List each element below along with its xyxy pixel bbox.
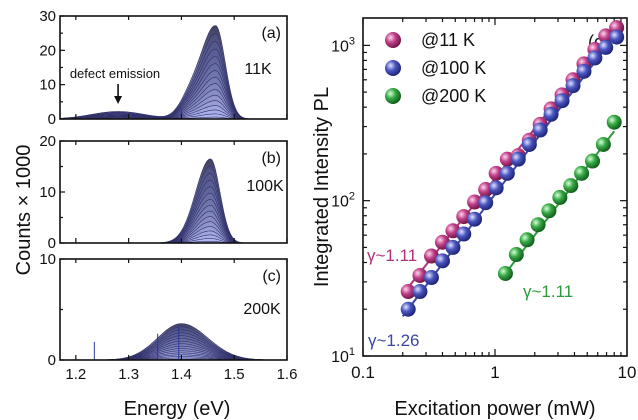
legend-label: @100 K [421, 58, 486, 78]
panel-a-spectra: 0 10 20 30 (a) 11K defect emission [39, 8, 288, 128]
series-2 [497, 114, 622, 281]
y-tick-label: 30 [39, 8, 56, 25]
y-tick-label: 0 [48, 111, 56, 128]
y-tick-base: 10 [331, 38, 349, 55]
data-point [423, 270, 439, 286]
data-point [519, 232, 535, 248]
y-tick-label: 101 [331, 346, 355, 366]
data-point [510, 151, 526, 167]
x-tick-label: 10 [618, 363, 637, 382]
data-point [598, 28, 614, 44]
y-tick-label: 20 [39, 133, 56, 150]
y-tick-exponent: 1 [349, 346, 355, 358]
fit-label: γ~1.26 [368, 331, 420, 350]
panel-label: (c) [262, 268, 281, 285]
data-point [565, 78, 581, 94]
y-tick-label: 0 [48, 352, 56, 369]
x-tick-label: 1.2 [65, 366, 86, 383]
temperature-label: 11K [244, 61, 272, 78]
left-x-axis-label: Energy (eV) [124, 398, 231, 420]
y-tick-label: 10 [39, 251, 56, 268]
spectrum-curve [60, 210, 287, 243]
data-point [434, 253, 450, 269]
y-tick-label: 103 [331, 35, 355, 55]
defect-emission-annotation: defect emission [70, 66, 160, 81]
y-axis-label: Integrated Intensity PL [311, 87, 333, 287]
data-point [554, 93, 570, 109]
fit-label: γ~1.11 [367, 246, 417, 265]
x-tick-label: 0.1 [351, 363, 375, 382]
panel-label: (a) [261, 25, 281, 42]
temperature-label: 200K [243, 301, 281, 318]
legend-marker [385, 88, 401, 104]
data-point [563, 178, 579, 194]
data-point [488, 180, 504, 196]
data-point [576, 63, 592, 79]
data-point [412, 267, 428, 283]
spectrum-curve [60, 192, 287, 243]
data-point [497, 265, 513, 281]
x-axis-label: Excitation power (mW) [394, 398, 595, 420]
data-point [585, 153, 601, 169]
x-tick-label: 1 [490, 363, 499, 382]
legend-label: @200 K [421, 86, 486, 106]
spectra-plot-area [60, 158, 287, 243]
x-tick-label: 1.5 [224, 366, 245, 383]
data-point [521, 136, 537, 152]
y-tick-label: 10 [39, 184, 56, 201]
data-point [587, 50, 603, 66]
spectrum-curve [60, 199, 287, 243]
data-point [400, 301, 416, 317]
spectrum-curve [60, 158, 287, 243]
y-tick-exponent: 3 [349, 35, 355, 47]
spectrum-curve [60, 48, 287, 119]
fit-label: γ~1.11 [523, 282, 573, 301]
data-point [552, 189, 568, 205]
data-point [598, 39, 614, 55]
panel-label: (b) [261, 150, 281, 167]
spectrum-curve [60, 205, 287, 243]
temperature-label: 100K [246, 178, 284, 195]
data-point [467, 211, 483, 227]
y-tick-label: 102 [331, 191, 355, 211]
data-point [488, 165, 504, 181]
series-1 [400, 29, 625, 317]
data-point [400, 284, 416, 300]
data-point [412, 284, 428, 300]
x-tick-label: 1.3 [118, 366, 139, 383]
panel-c-spectra: 0 10 1.2 1.3 1.4 1.5 1.6 (c) 200K [39, 251, 297, 383]
x-tick-label: 1.6 [277, 366, 298, 383]
data-point [532, 122, 548, 138]
y-tick-base: 10 [331, 349, 349, 366]
data-point [445, 239, 461, 255]
data-point [543, 106, 559, 122]
data-point [456, 226, 472, 242]
spectrum-curve [60, 186, 287, 243]
data-point [508, 247, 524, 263]
data-point [609, 29, 625, 45]
data-point [595, 136, 611, 152]
legend-label: @11 K [421, 30, 475, 50]
x-tick-label: 1.4 [171, 366, 192, 383]
y-tick-base: 10 [331, 194, 349, 211]
data-point [530, 217, 546, 233]
annotation-arrow-head [114, 96, 123, 104]
y-tick-label: 0 [48, 235, 56, 252]
left-y-axis-label: Counts × 1000 [13, 145, 35, 276]
data-point [574, 165, 590, 181]
data-point [467, 194, 483, 210]
data-point [499, 165, 515, 181]
legend-marker [385, 60, 401, 76]
legend-marker [385, 32, 401, 48]
data-point [606, 114, 622, 130]
y-tick-label: 10 [39, 77, 56, 94]
data-point [541, 203, 557, 219]
spectra-plot-area [60, 323, 287, 360]
y-tick-label: 20 [39, 42, 56, 59]
data-point [478, 195, 494, 211]
panel-b-spectra: 0 10 20 (b) 100K [39, 133, 288, 252]
y-tick-exponent: 2 [349, 191, 355, 203]
